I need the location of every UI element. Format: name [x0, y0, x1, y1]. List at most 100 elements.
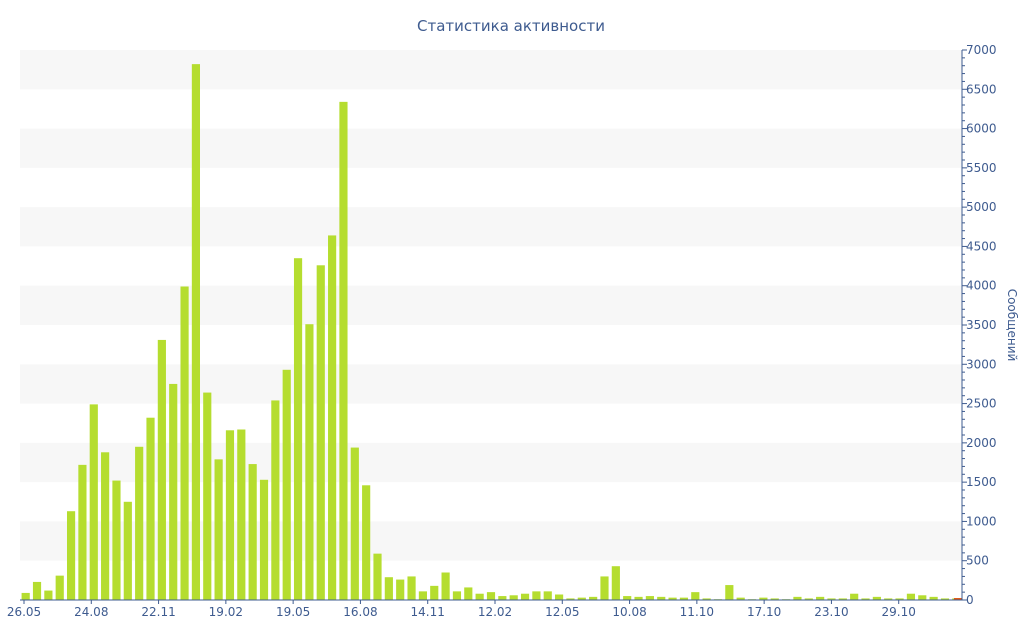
grid-band [20, 207, 962, 247]
y-tick-label: 500 [966, 554, 989, 568]
bar [645, 596, 654, 600]
y-tick-label: 0 [966, 593, 974, 607]
bar [157, 339, 166, 600]
y-tick-label: 6500 [966, 82, 997, 96]
y-tick-label: 1000 [966, 514, 997, 528]
bar [350, 447, 359, 600]
bar [21, 592, 30, 600]
bar [759, 597, 768, 600]
bar [600, 576, 609, 600]
grid-band [20, 50, 962, 90]
grid-band [20, 285, 962, 325]
bar [452, 591, 462, 600]
bar [464, 587, 473, 600]
x-axis: 26.05 24.08 22.11 19.02 19.05 16.08 14.11 12.02… [7, 599, 962, 619]
bar [725, 585, 734, 600]
bar [44, 590, 53, 600]
bar [657, 596, 666, 600]
grid-bands [20, 50, 962, 561]
x-tick-label: 12.05 [545, 605, 579, 619]
bar [123, 501, 132, 600]
bar [418, 591, 427, 600]
bar [861, 598, 870, 600]
bar [430, 585, 439, 600]
bar [611, 566, 620, 600]
bar [259, 479, 269, 600]
bar [66, 511, 76, 600]
bar [362, 485, 371, 600]
bar [736, 597, 745, 600]
bar [555, 594, 564, 600]
bar [566, 598, 575, 600]
bar [577, 597, 586, 600]
x-tick-label: 17.10 [747, 605, 781, 619]
bar [770, 598, 779, 600]
bar [101, 452, 110, 600]
bar [906, 593, 916, 600]
y-tick-label: 7000 [966, 43, 997, 57]
bar [816, 596, 825, 600]
bar [180, 286, 189, 600]
bar [225, 430, 235, 600]
y-tick-label: 5000 [966, 200, 997, 214]
y-tick-label: 4500 [966, 239, 997, 253]
bar [702, 598, 711, 600]
x-tick-label: 19.02 [209, 605, 243, 619]
y-tick-label: 1500 [966, 475, 997, 489]
bar [32, 581, 42, 600]
bar [339, 101, 348, 601]
bar [396, 579, 405, 600]
bar [634, 596, 643, 600]
y-tick-label: 6000 [966, 122, 997, 136]
bar [373, 553, 382, 600]
x-tick-label: 24.08 [74, 605, 108, 619]
bar [872, 596, 881, 600]
bar [691, 592, 700, 600]
y-axis: 0 500 1000 1500 2000 2500 3000 3500 4000 4500 5000… [961, 43, 997, 607]
bar [804, 598, 813, 600]
x-tick-label: 10.08 [612, 605, 646, 619]
bar [78, 464, 87, 600]
bar [475, 593, 484, 600]
bar [305, 324, 314, 600]
bar [293, 258, 303, 600]
bar [827, 598, 836, 600]
y-tick-label: 3000 [966, 357, 997, 371]
bar [918, 595, 927, 600]
bar [407, 576, 416, 600]
bar [940, 598, 950, 600]
bar [532, 591, 541, 600]
bar [146, 417, 155, 600]
bar [486, 592, 496, 600]
bar [384, 577, 393, 600]
bar [838, 598, 847, 600]
bar [498, 596, 507, 600]
bar [668, 597, 677, 600]
bar [169, 383, 178, 600]
x-tick-label: 26.05 [7, 605, 41, 619]
bar [214, 459, 223, 600]
y-axis-label: Сообщений [1005, 289, 1019, 362]
zero-marker [954, 598, 962, 600]
y-tick-label: 2000 [966, 436, 997, 450]
chart-title: Статистика активности [417, 17, 605, 35]
bar [282, 369, 291, 600]
grid-band [20, 128, 962, 168]
bar [543, 591, 552, 600]
bar [895, 598, 904, 600]
bar [679, 597, 689, 600]
x-tick-label: 11.10 [680, 605, 714, 619]
x-tick-label: 12.02 [478, 605, 512, 619]
bars [21, 64, 962, 601]
y-tick-label: 3500 [966, 318, 997, 332]
x-tick-label: 14.11 [411, 605, 445, 619]
bar [191, 64, 200, 600]
bar [520, 593, 530, 600]
y-tick-label: 5500 [966, 161, 997, 175]
bar [55, 575, 64, 600]
bar [89, 404, 98, 600]
y-tick-label: 4000 [966, 279, 997, 293]
bar [271, 400, 280, 600]
